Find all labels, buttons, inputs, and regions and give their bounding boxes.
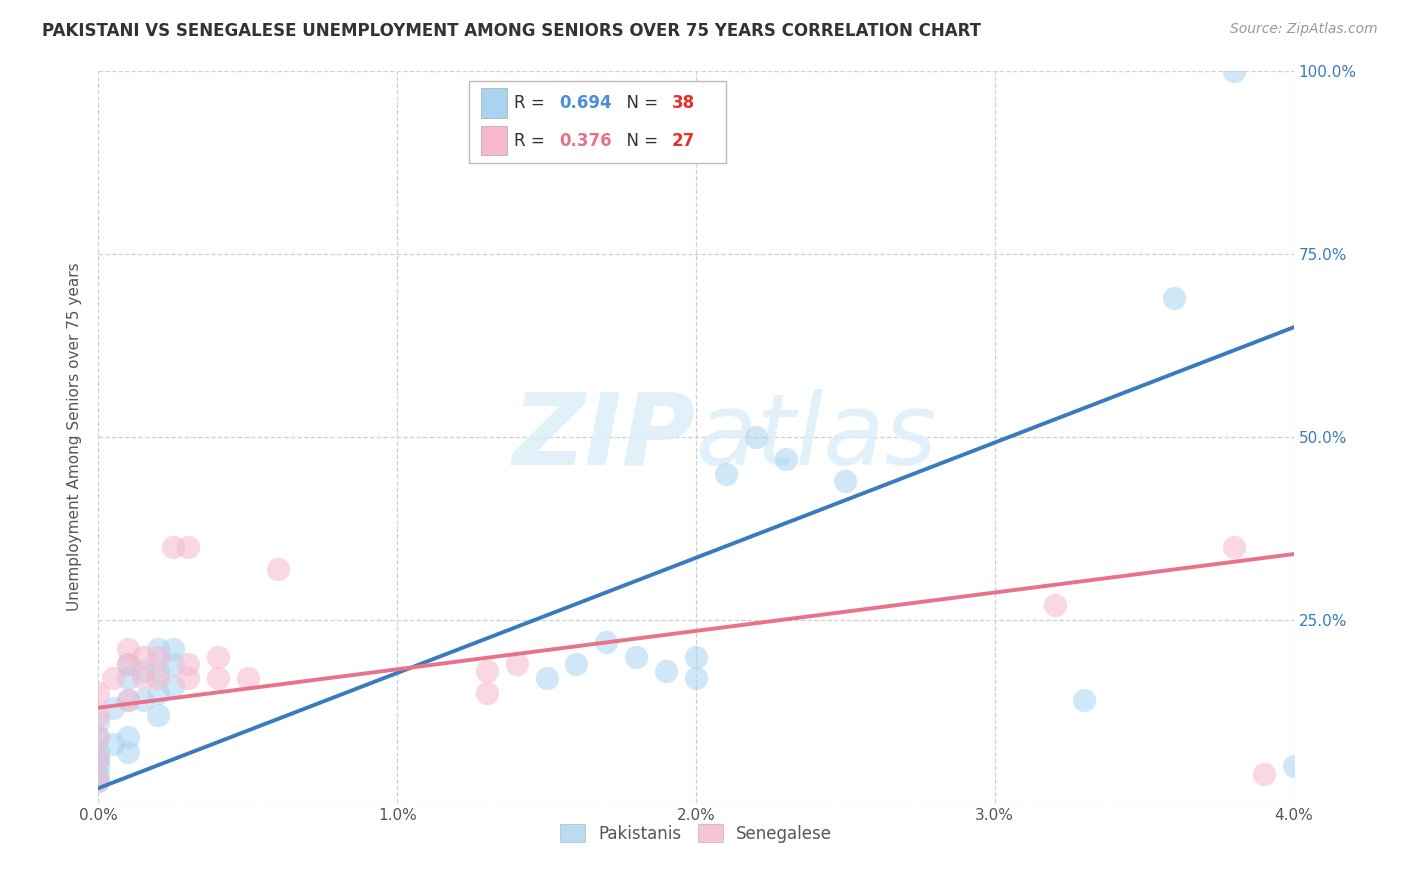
Legend: Pakistanis, Senegalese: Pakistanis, Senegalese	[553, 818, 839, 849]
Point	[1073, 693, 1095, 707]
Point	[117, 693, 139, 707]
Point	[775, 452, 797, 467]
Point	[117, 730, 139, 744]
Point	[87, 730, 110, 744]
Point	[236, 672, 259, 686]
Text: R =: R =	[515, 94, 550, 112]
Point	[162, 642, 184, 657]
Point	[267, 562, 290, 576]
Point	[565, 657, 588, 671]
Point	[132, 649, 155, 664]
Point	[117, 672, 139, 686]
Point	[132, 672, 155, 686]
Bar	[481, 126, 508, 155]
Point	[595, 635, 617, 649]
Point	[148, 649, 170, 664]
Point	[132, 664, 155, 678]
Point	[714, 467, 737, 481]
Point	[117, 745, 139, 759]
Point	[1223, 64, 1246, 78]
Point	[87, 686, 110, 700]
FancyBboxPatch shape	[470, 81, 725, 163]
Text: PAKISTANI VS SENEGALESE UNEMPLOYMENT AMONG SENIORS OVER 75 YEARS CORRELATION CHA: PAKISTANI VS SENEGALESE UNEMPLOYMENT AMO…	[42, 22, 981, 40]
Point	[87, 715, 110, 730]
Point	[87, 759, 110, 773]
Point	[506, 657, 529, 671]
Point	[87, 730, 110, 744]
Point	[1223, 540, 1246, 554]
Point	[1163, 291, 1185, 305]
Point	[103, 700, 125, 714]
Text: atlas: atlas	[696, 389, 938, 485]
Point	[148, 708, 170, 723]
Point	[87, 708, 110, 723]
Point	[207, 672, 229, 686]
Point	[177, 657, 200, 671]
Point	[1282, 759, 1305, 773]
Point	[162, 540, 184, 554]
Point	[745, 430, 768, 444]
Point	[117, 657, 139, 671]
Point	[655, 664, 678, 678]
Point	[834, 474, 856, 488]
Point	[475, 664, 498, 678]
Point	[162, 679, 184, 693]
Point	[685, 649, 707, 664]
Text: 0.694: 0.694	[560, 94, 613, 112]
Point	[87, 766, 110, 780]
Point	[475, 686, 498, 700]
Text: N =: N =	[616, 132, 664, 150]
Point	[626, 649, 648, 664]
Point	[207, 649, 229, 664]
Text: 0.376: 0.376	[560, 132, 613, 150]
Point	[148, 642, 170, 657]
Point	[117, 642, 139, 657]
Point	[177, 672, 200, 686]
Point	[87, 773, 110, 788]
Point	[685, 672, 707, 686]
Point	[148, 664, 170, 678]
Point	[1253, 766, 1275, 780]
Point	[132, 693, 155, 707]
Point	[177, 540, 200, 554]
Point	[87, 773, 110, 788]
Point	[117, 693, 139, 707]
Text: ZIP: ZIP	[513, 389, 696, 485]
Text: 38: 38	[672, 94, 695, 112]
Point	[87, 752, 110, 766]
Point	[87, 745, 110, 759]
Y-axis label: Unemployment Among Seniors over 75 years: Unemployment Among Seniors over 75 years	[67, 263, 83, 611]
Point	[536, 672, 558, 686]
Point	[103, 737, 125, 751]
Point	[103, 672, 125, 686]
Bar	[481, 88, 508, 118]
Point	[148, 672, 170, 686]
Text: Source: ZipAtlas.com: Source: ZipAtlas.com	[1230, 22, 1378, 37]
Text: 27: 27	[672, 132, 696, 150]
Text: R =: R =	[515, 132, 550, 150]
Point	[87, 752, 110, 766]
Point	[1043, 599, 1066, 613]
Point	[117, 657, 139, 671]
Point	[162, 657, 184, 671]
Text: N =: N =	[616, 94, 664, 112]
Point	[148, 686, 170, 700]
